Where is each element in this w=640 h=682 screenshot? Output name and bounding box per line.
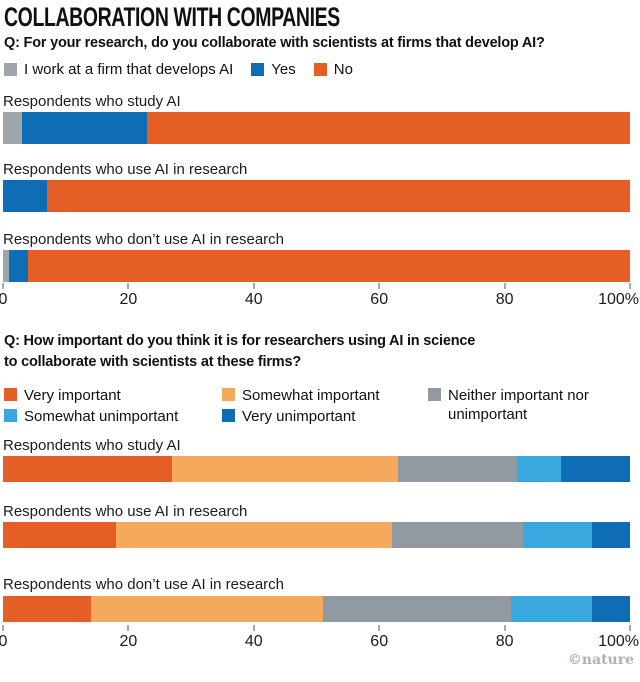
- bar-segment: [592, 522, 630, 548]
- category-label-study-ai: Respondents who study AI: [3, 93, 181, 110]
- bar-segment: [3, 180, 47, 212]
- category-label-use-ai-2: Respondents who use AI in research: [3, 503, 248, 520]
- bar-segment: [517, 456, 561, 482]
- legend-label: Very important: [24, 387, 121, 404]
- bar-segment: [391, 522, 524, 548]
- bar-segment: [147, 112, 630, 144]
- somewhat-unimportant-swatch: [4, 409, 17, 422]
- question-1: Q: For your research, do you collaborate…: [4, 35, 545, 51]
- somewhat-important-swatch: [222, 388, 235, 401]
- axis-tick: [378, 625, 380, 631]
- bar-segment: [3, 596, 91, 622]
- bar-segment: [3, 456, 173, 482]
- firm-swatch: [4, 63, 17, 76]
- axis-tick-label: 40: [244, 633, 263, 650]
- legend-item-neither: Neither important nor unimportant: [428, 386, 598, 424]
- axis-tick-label: 80: [495, 291, 514, 308]
- axis-tick: [253, 625, 255, 631]
- category-label-study-ai-2: Respondents who study AI: [3, 437, 181, 454]
- category-label-dont-use-ai: Respondents who don’t use AI in research: [3, 231, 285, 248]
- bar-segment: [28, 250, 630, 282]
- axis-tick: [504, 283, 506, 289]
- bar-importance-dont-use-ai: [3, 596, 630, 622]
- legend-item-firm: I work at a firm that develops AI: [4, 61, 233, 78]
- no-swatch: [313, 63, 327, 76]
- bar-segment: [398, 456, 518, 482]
- axis-tick-label: 40: [244, 291, 263, 308]
- bar-segment: [3, 250, 10, 282]
- x-axis-chart-2: 0 20 40 60 80 100%: [0, 624, 639, 650]
- bar-segment: [21, 112, 148, 144]
- axis-tick: [253, 283, 255, 289]
- bar-segment: [322, 596, 511, 622]
- bar-segment: [510, 596, 593, 622]
- very-important-swatch: [4, 388, 17, 401]
- page-title: COLLABORATION WITH COMPANIES: [4, 2, 340, 32]
- bar-study-ai: [3, 112, 630, 144]
- axis-tick-label: 20: [119, 633, 138, 650]
- axis-tick: [2, 283, 4, 289]
- bar-use-ai: [3, 180, 630, 212]
- bar-segment: [3, 522, 116, 548]
- bar-segment: [115, 522, 392, 548]
- legend-item-yes: Yes: [251, 61, 296, 78]
- nature-credit: ©nature: [567, 652, 634, 668]
- bar-segment: [172, 456, 398, 482]
- category-label-use-ai: Respondents who use AI in research: [3, 161, 248, 178]
- axis-tick: [629, 625, 631, 631]
- axis-tick-label: 100%: [598, 633, 640, 650]
- axis-tick: [629, 283, 631, 289]
- legend-label: Somewhat unimportant: [24, 408, 179, 425]
- axis-tick: [127, 283, 129, 289]
- yes-swatch: [251, 63, 265, 76]
- axis-tick: [127, 625, 129, 631]
- category-label-dont-use-ai-2: Respondents who don’t use AI in research: [3, 576, 285, 593]
- question-2-line-2: to collaborate with scientists at these …: [4, 354, 301, 370]
- axis-tick-label: 60: [370, 633, 389, 650]
- bar-dont-use-ai: [3, 250, 630, 282]
- legend-label: Neither important nor unimportant: [448, 387, 589, 423]
- legend-chart-1: I work at a firm that develops AI Yes No: [4, 61, 353, 78]
- x-axis-chart-1: 0 20 40 60 80 100%: [0, 282, 639, 308]
- bar-segment: [561, 456, 630, 482]
- bar-segment: [90, 596, 323, 622]
- legend-label: Somewhat important: [242, 387, 380, 404]
- legend-item-somewhat-important: Somewhat important: [222, 386, 380, 405]
- bar-segment: [523, 522, 593, 548]
- bar-segment: [9, 250, 29, 282]
- legend-label: Yes: [271, 61, 296, 78]
- legend-label: Very unimportant: [242, 408, 356, 425]
- bar-segment: [46, 180, 630, 212]
- axis-tick: [378, 283, 380, 289]
- neither-swatch: [428, 388, 441, 401]
- axis-tick-label: 60: [370, 291, 389, 308]
- axis-tick-label: 80: [495, 633, 514, 650]
- bar-segment: [3, 112, 22, 144]
- bar-importance-use-ai: [3, 522, 630, 548]
- legend-item-very-important: Very important: [4, 386, 121, 405]
- axis-tick: [504, 625, 506, 631]
- legend-label: I work at a firm that develops AI: [24, 61, 234, 78]
- question-2: Q: How important do you think it is for …: [4, 331, 475, 373]
- question-2-line-1: Q: How important do you think it is for …: [4, 333, 476, 349]
- bar-segment: [592, 596, 630, 622]
- axis-tick-label: 20: [119, 291, 138, 308]
- legend-item-very-unimportant: Very unimportant: [222, 407, 355, 426]
- legend-label: No: [333, 61, 353, 78]
- legend-item-somewhat-unimportant: Somewhat unimportant: [4, 407, 178, 426]
- very-unimportant-swatch: [222, 409, 235, 422]
- axis-tick-label: 0: [0, 633, 8, 650]
- bar-importance-study-ai: [3, 456, 630, 482]
- axis-tick: [2, 625, 4, 631]
- axis-tick-label: 0: [0, 291, 8, 308]
- legend-item-no: No: [313, 61, 353, 78]
- axis-tick-label: 100%: [598, 291, 640, 308]
